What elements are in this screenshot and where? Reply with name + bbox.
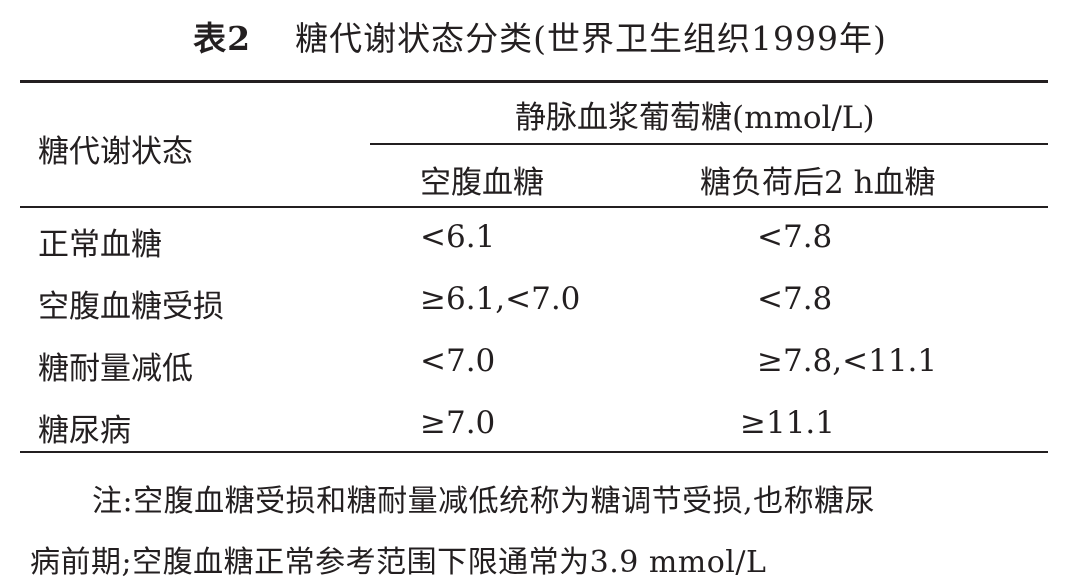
header-bottom-rule xyxy=(20,206,1048,208)
row-label-ifg: 空腹血糖受损 xyxy=(38,289,224,325)
row-label-normal: 正常血糖 xyxy=(38,227,162,263)
table-number: 表2 xyxy=(193,19,252,58)
group-header-rule xyxy=(370,143,1048,145)
table-title: 糖代谢状态分类(世界卫生组织1999年) xyxy=(295,19,887,58)
group-header-label: 静脉血浆葡萄糖(mmol/L) xyxy=(515,100,875,136)
column-header-post-load: 糖负荷后2 h血糖 xyxy=(700,165,936,201)
cell-normal-post-load: <7.8 xyxy=(757,219,833,255)
bottom-rule xyxy=(20,451,1048,453)
top-rule xyxy=(20,80,1048,83)
cell-igt-post-load: ≥7.8,<11.1 xyxy=(757,343,938,379)
column-header-fasting: 空腹血糖 xyxy=(420,165,544,201)
cell-diabetes-post-load: ≥11.1 xyxy=(740,405,835,441)
row-label-diabetes: 糖尿病 xyxy=(38,413,131,449)
note-line-1: 注:空腹血糖受损和糖耐量减低统称为糖调节受损,也称糖尿 xyxy=(92,484,876,519)
note-line-2: 病前期;空腹血糖正常参考范围下限通常为3.9 mmol/L xyxy=(30,545,767,580)
cell-normal-fasting: <6.1 xyxy=(420,219,496,255)
cell-ifg-post-load: <7.8 xyxy=(757,281,833,317)
row-header-label: 糖代谢状态 xyxy=(38,134,193,170)
row-label-igt: 糖耐量减低 xyxy=(38,351,193,387)
cell-igt-fasting: <7.0 xyxy=(420,343,496,379)
cell-diabetes-fasting: ≥7.0 xyxy=(420,405,496,441)
cell-ifg-fasting: ≥6.1,<7.0 xyxy=(420,281,581,317)
table-caption: 表2 糖代谢状态分类(世界卫生组织1999年) xyxy=(0,12,1080,60)
